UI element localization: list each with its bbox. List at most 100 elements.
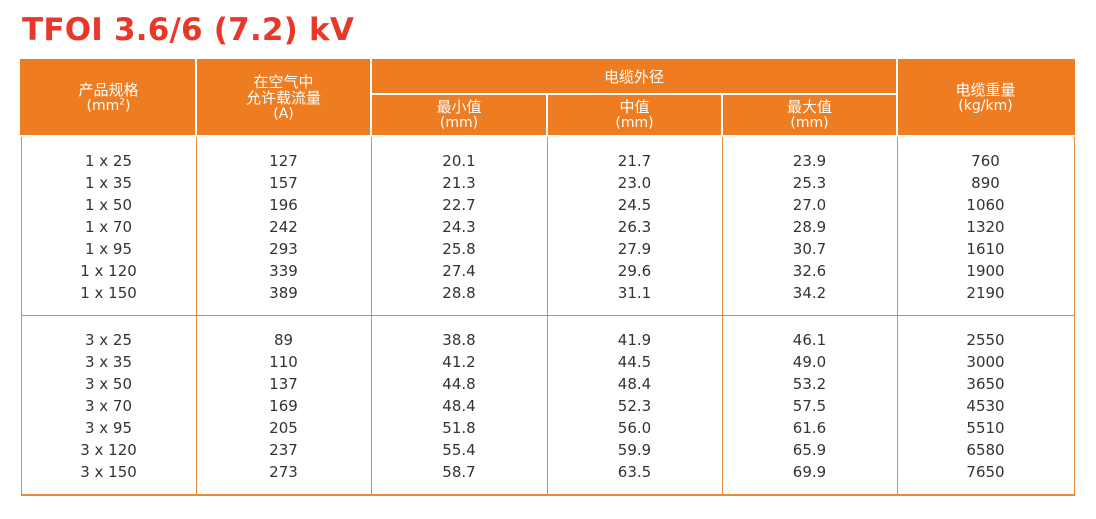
cell-value: 1 x 150 xyxy=(80,284,137,302)
weight-column: 760 890 1060 1320 1610 1900 2190 xyxy=(896,136,1075,316)
cell-value: 46.1 xyxy=(792,331,827,349)
cell-value: 1 x 95 xyxy=(84,240,133,258)
cell-value: 1 x 25 xyxy=(84,152,133,170)
unit-prefix: (mm xyxy=(86,98,120,114)
cell-value: 22.7 xyxy=(442,196,476,214)
cell-value: 3 x 35 xyxy=(84,353,133,371)
cable-spec-table: 产品规格 (mm2) 在空气中 允许载流量 (A) 电缆外径 电缆重量 (kg/… xyxy=(20,59,1075,496)
cell-value: 24.3 xyxy=(442,218,476,236)
cell-value: 242 xyxy=(269,218,298,236)
cell-value: 27.9 xyxy=(617,240,652,258)
header-product-spec: 产品规格 (mm2) xyxy=(20,59,197,137)
cell-value: 65.9 xyxy=(792,441,827,459)
cell-value: 55.4 xyxy=(442,441,476,459)
cell-value: 3000 xyxy=(966,353,1005,371)
cell-value: 1320 xyxy=(966,218,1005,236)
cell-value: 157 xyxy=(269,174,298,192)
cell-value: 53.2 xyxy=(792,375,827,393)
current-column: 89 110 137 169 205 237 273 xyxy=(195,315,372,496)
cell-value: 69.9 xyxy=(792,463,827,481)
header-row-1: 产品规格 (mm2) 在空气中 允许载流量 (A) 电缆外径 电缆重量 (kg/… xyxy=(20,59,1075,137)
cell-value: 890 xyxy=(971,174,1000,192)
header-cable-weight: 电缆重量 (kg/km) xyxy=(896,59,1075,137)
cell-value: 3 x 95 xyxy=(84,419,133,437)
cell-value: 110 xyxy=(269,353,298,371)
cell-value: 48.4 xyxy=(442,397,476,415)
cell-value: 23.0 xyxy=(617,174,652,192)
cell-value: 32.6 xyxy=(792,262,827,280)
cell-value: 48.4 xyxy=(617,375,652,393)
cell-value: 1 x 35 xyxy=(84,174,133,192)
header-max-diameter: 最大值 (mm) xyxy=(721,93,898,137)
header-cable-weight-unit: (kg/km) xyxy=(958,98,1013,114)
min-diameter-column: 20.1 21.3 22.7 24.3 25.8 27.4 28.8 xyxy=(370,136,548,316)
cell-value: 760 xyxy=(971,152,1000,170)
cell-value: 20.1 xyxy=(442,152,476,170)
cell-value: 1900 xyxy=(966,262,1005,280)
cell-value: 237 xyxy=(269,441,298,459)
mid-diameter-column: 21.7 23.0 24.5 26.3 27.9 29.6 31.1 xyxy=(546,136,723,316)
spec-column: 3 x 25 3 x 35 3 x 50 3 x 70 3 x 95 3 x 120 3 x… xyxy=(20,315,197,496)
cell-value: 41.2 xyxy=(442,353,476,371)
header-max-label: 最大值 xyxy=(786,98,832,116)
min-diameter-column: 38.8 41.2 44.8 48.4 51.8 55.4 58.7 xyxy=(370,315,548,496)
header-mid-diameter: 中值 (mm) xyxy=(546,93,723,137)
cell-value: 27.4 xyxy=(442,262,476,280)
cell-value: 6580 xyxy=(966,441,1005,459)
header-outer-diameter-label: 电缆外径 xyxy=(603,68,664,86)
header-mid-label: 中值 xyxy=(619,98,650,116)
cell-value: 63.5 xyxy=(617,463,652,481)
cell-value: 61.6 xyxy=(792,419,827,437)
table-row: 3 x 25 3 x 35 3 x 50 3 x 70 3 x 95 3 x 120 3 x… xyxy=(20,315,1075,496)
cell-value: 127 xyxy=(269,152,298,170)
cell-value: 196 xyxy=(269,196,298,214)
unit-suffix: ) xyxy=(125,98,131,114)
page-title: TFOI 3.6/6 (7.2) kV xyxy=(22,12,355,48)
cell-value: 2190 xyxy=(966,284,1005,302)
cell-value: 57.5 xyxy=(792,397,827,415)
header-allowable-current-line1: 在空气中 xyxy=(253,73,314,91)
cell-value: 49.0 xyxy=(792,353,827,371)
cell-value: 1 x 50 xyxy=(84,196,133,214)
single-core-group: 1 x 25 1 x 35 1 x 50 1 x 70 1 x 95 1 x 120 1 x… xyxy=(20,136,1075,316)
cell-value: 51.8 xyxy=(442,419,476,437)
cell-value: 169 xyxy=(269,397,298,415)
cell-value: 24.5 xyxy=(617,196,652,214)
cell-value: 1610 xyxy=(966,240,1005,258)
header-mid-unit: (mm) xyxy=(615,115,654,131)
header-product-spec-label: 产品规格 xyxy=(78,81,139,99)
cell-value: 26.3 xyxy=(617,218,652,236)
cell-value: 52.3 xyxy=(617,397,652,415)
cell-value: 389 xyxy=(269,284,298,302)
cell-value: 25.8 xyxy=(442,240,476,258)
cell-value: 59.9 xyxy=(617,441,652,459)
cell-value: 3 x 25 xyxy=(84,331,133,349)
unit-superscript: 2 xyxy=(119,97,125,108)
cell-value: 21.7 xyxy=(617,152,652,170)
weight-column: 2550 3000 3650 4530 5510 6580 7650 xyxy=(896,315,1075,496)
cell-value: 38.8 xyxy=(442,331,476,349)
cell-value: 1060 xyxy=(966,196,1005,214)
three-core-group: 3 x 25 3 x 35 3 x 50 3 x 70 3 x 95 3 x 120 3 x… xyxy=(20,315,1075,496)
header-max-unit: (mm) xyxy=(790,115,829,131)
header-cable-weight-label: 电缆重量 xyxy=(955,81,1016,99)
cell-value: 7650 xyxy=(966,463,1005,481)
cell-value: 3 x 50 xyxy=(84,375,133,393)
cell-value: 205 xyxy=(269,419,298,437)
header-product-spec-unit: (mm2) xyxy=(22,98,195,114)
cell-value: 28.8 xyxy=(442,284,476,302)
cell-value: 137 xyxy=(269,375,298,393)
cell-value: 27.0 xyxy=(792,196,827,214)
cell-value: 339 xyxy=(269,262,298,280)
cell-value: 4530 xyxy=(966,397,1005,415)
header-outer-diameter-group: 电缆外径 xyxy=(370,59,898,95)
cell-value: 44.8 xyxy=(442,375,476,393)
cell-value: 293 xyxy=(269,240,298,258)
cell-value: 25.3 xyxy=(792,174,827,192)
cell-value: 89 xyxy=(273,331,294,349)
header-allowable-current-line2: 允许载流量 xyxy=(245,89,321,107)
max-diameter-column: 23.9 25.3 27.0 28.9 30.7 32.6 34.2 xyxy=(721,136,898,316)
cell-value: 1 x 70 xyxy=(84,218,133,236)
header-min-unit: (mm) xyxy=(439,115,479,131)
cell-value: 28.9 xyxy=(792,218,827,236)
